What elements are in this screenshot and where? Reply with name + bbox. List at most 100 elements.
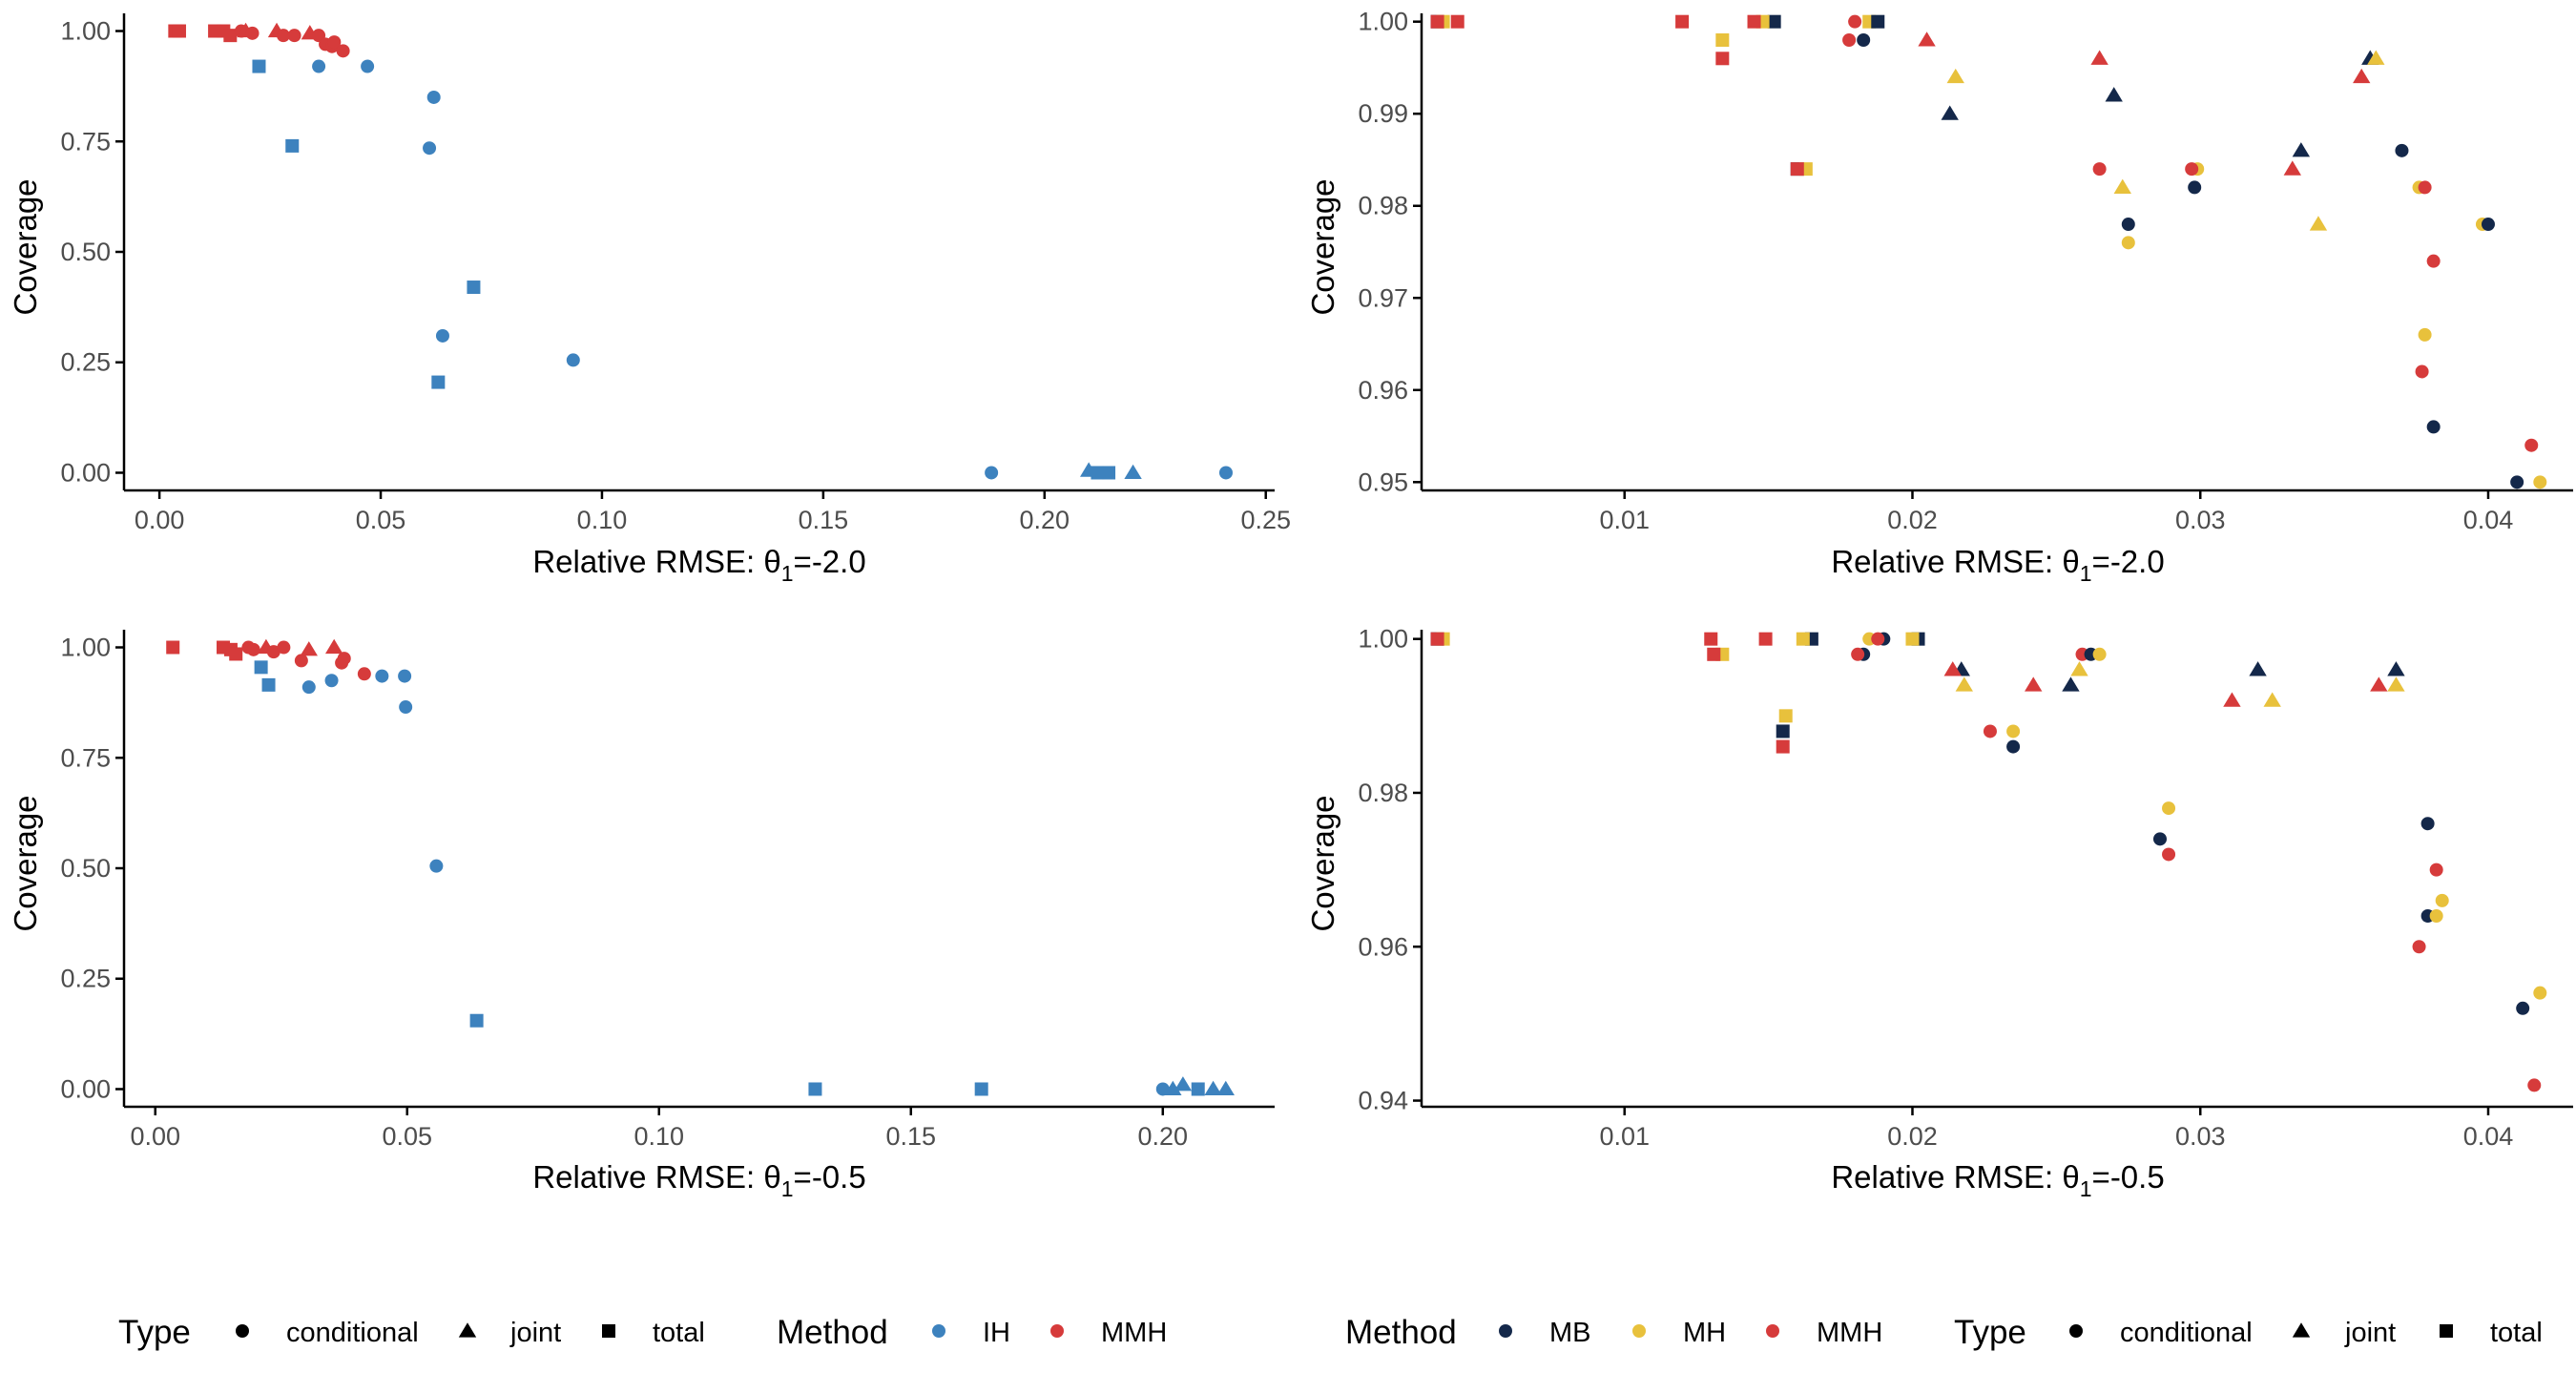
y-tick-label: 0.50 — [60, 238, 111, 266]
y-tick-label: 1.00 — [60, 634, 111, 662]
point-layer — [1430, 632, 2547, 1092]
data-point — [808, 1082, 822, 1096]
data-point — [1857, 32, 1871, 47]
data-point — [357, 667, 371, 681]
data-point — [2062, 676, 2080, 692]
data-point — [1955, 676, 1973, 692]
data-point — [246, 642, 260, 656]
data-point — [336, 44, 350, 58]
x-tick-label: 0.20 — [1020, 506, 1070, 534]
data-point — [2481, 218, 2495, 232]
data-point — [1218, 466, 1233, 480]
data-point — [276, 29, 290, 43]
data-point — [300, 641, 318, 656]
joint-key-icon — [458, 1322, 477, 1338]
data-point — [266, 645, 280, 659]
legend-item-label: conditional — [2120, 1318, 2253, 1348]
data-point — [2025, 676, 2043, 692]
y-tick-label: 0.99 — [1358, 99, 1408, 128]
data-point — [2527, 1078, 2542, 1092]
legend-item-label: total — [653, 1318, 705, 1348]
data-point — [1216, 1080, 1235, 1096]
legend-type-item: conditional — [2069, 1318, 2253, 1348]
x-tick-label: 0.02 — [1887, 506, 1938, 534]
data-point — [375, 669, 389, 683]
y-tick-label: 0.94 — [1358, 1087, 1408, 1115]
y-tick-label: 1.00 — [1358, 8, 1408, 36]
legend-item-label: conditional — [286, 1318, 419, 1348]
data-point — [254, 660, 268, 675]
point-layer — [166, 638, 1235, 1096]
data-point — [2387, 661, 2405, 676]
data-point — [324, 674, 339, 688]
data-point — [398, 669, 412, 683]
data-point — [1778, 709, 1793, 723]
data-point — [1943, 661, 1962, 676]
data-point — [2395, 143, 2409, 157]
data-point — [1758, 632, 1773, 646]
data-point — [301, 680, 316, 695]
legend-method-item: MMH — [1050, 1318, 1167, 1348]
data-point — [1124, 464, 1142, 480]
data-point — [1946, 68, 1964, 84]
data-point — [974, 1082, 988, 1096]
data-point — [2387, 676, 2405, 692]
data-point — [2092, 647, 2107, 661]
data-point — [361, 59, 375, 73]
data-point — [1871, 632, 1885, 646]
y-tick-label: 0.50 — [60, 854, 111, 883]
data-point — [285, 138, 300, 153]
data-point — [2188, 180, 2202, 195]
panel-top-right: 0.01 0.02 0.03 0.04 0.95 0.96 0.97 0.98 0.99 1.00… — [1305, 8, 2573, 586]
panel-top-left: 0.00 0.05 0.10 0.15 0.20 0.25 0.00 0.25 0.50 0.75… — [8, 13, 1291, 586]
data-point — [324, 638, 343, 655]
legend-key-marker — [458, 1322, 477, 1338]
x-tick-label: 0.03 — [2175, 506, 2226, 534]
data-point — [2429, 863, 2443, 877]
y-axis-label: Coverage — [8, 795, 43, 931]
legend-key-marker — [236, 1324, 249, 1338]
data-point — [1715, 32, 1730, 47]
y-tick-label: 0.97 — [1358, 283, 1408, 312]
legend-key-marker — [2440, 1324, 2453, 1338]
x-axis-label: Relative RMSE: θ1=-2.0 — [1831, 544, 2164, 586]
x-tick-label: 0.10 — [634, 1122, 684, 1151]
data-point — [2162, 801, 2176, 816]
x-tick-label: 0.25 — [1240, 506, 1291, 534]
x-tick-label: 0.00 — [130, 1122, 180, 1151]
data-point — [2121, 236, 2135, 250]
y-tick-label: 0.25 — [60, 348, 111, 377]
conditional-key-icon — [932, 1324, 945, 1338]
x-tick-label: 0.00 — [135, 506, 185, 534]
y-tick-label: 0.98 — [1358, 779, 1408, 807]
data-point — [337, 652, 351, 666]
data-point — [1983, 724, 1997, 738]
x-tick-label: 0.10 — [577, 506, 628, 534]
x-tick-label: 0.01 — [1599, 506, 1650, 534]
data-point — [1790, 162, 1804, 177]
y-tick-label: 0.75 — [60, 127, 111, 156]
data-point — [1848, 14, 1862, 29]
data-point — [2113, 178, 2131, 194]
point-layer — [1430, 14, 2547, 489]
legend-item-label: MMH — [1101, 1318, 1167, 1348]
data-point — [2524, 438, 2539, 452]
data-point — [1715, 52, 1730, 66]
legend-method-item: MH — [1632, 1318, 1726, 1348]
legend-key-marker — [1766, 1324, 1779, 1338]
legend-item-label: joint — [509, 1318, 561, 1348]
data-point — [2090, 50, 2109, 65]
x-axis-label: Relative RMSE: θ1=-0.5 — [1831, 1159, 2164, 1201]
data-point — [172, 24, 186, 38]
data-point — [2418, 180, 2432, 195]
legend-key-marker — [2069, 1324, 2083, 1338]
data-point — [2516, 1001, 2530, 1015]
data-point — [431, 375, 446, 389]
legend-right: Method MB MH MMH Type conditional joint … — [1345, 1314, 2543, 1351]
legend-key-marker — [932, 1324, 945, 1338]
data-point — [399, 700, 413, 715]
data-point — [1796, 632, 1810, 646]
data-point — [327, 35, 342, 50]
y-axis-label: Coverage — [8, 178, 43, 315]
